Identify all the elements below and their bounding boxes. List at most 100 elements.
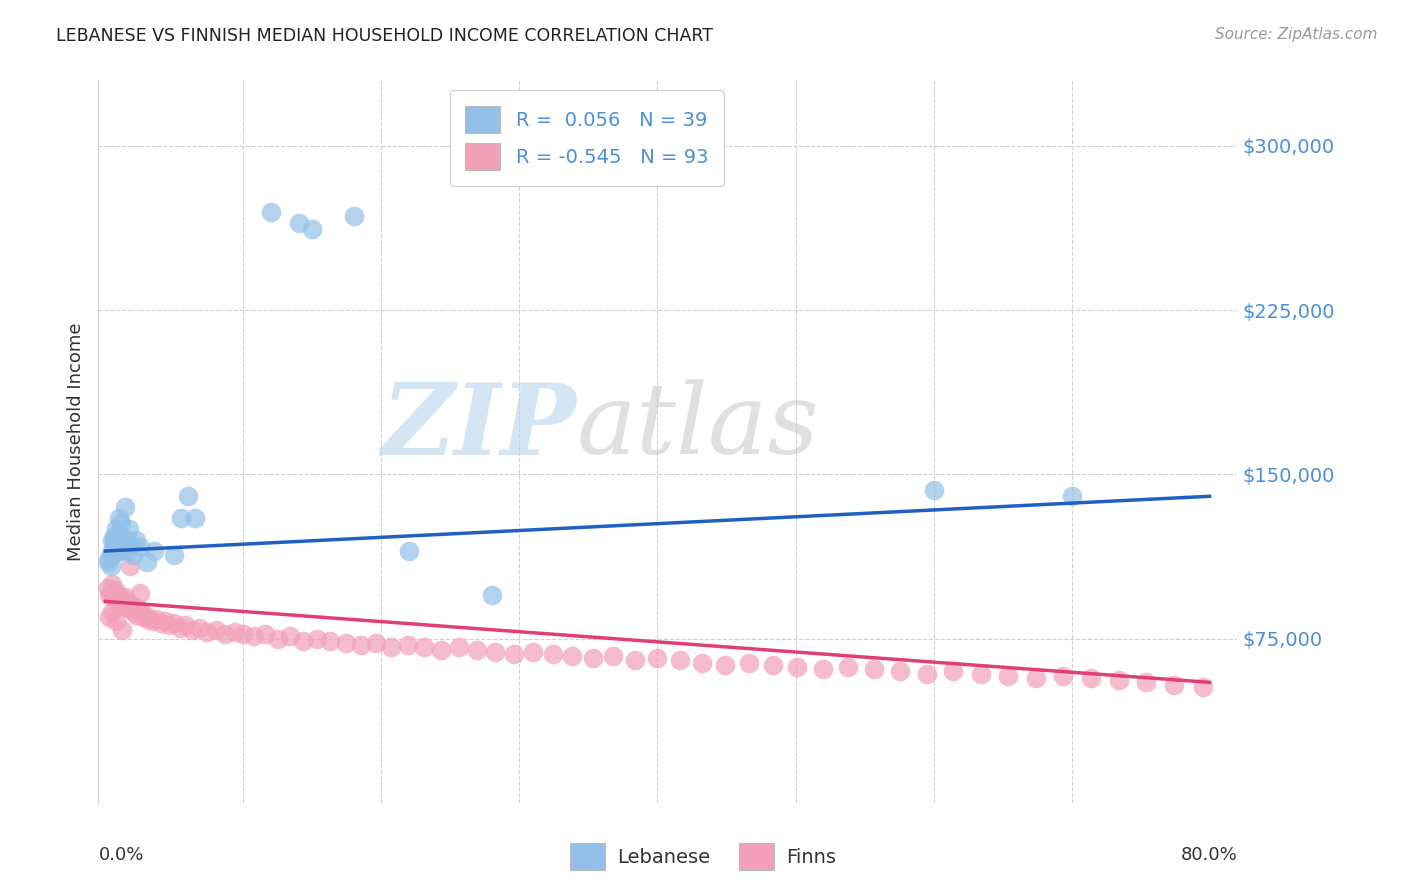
- Point: [97, 555, 120, 569]
- Point: [163, 616, 186, 631]
- Point: [157, 618, 180, 632]
- Point: [105, 541, 128, 556]
- Point: [118, 522, 141, 536]
- Point: [335, 636, 357, 650]
- Point: [481, 588, 503, 602]
- Point: [103, 529, 125, 543]
- Point: [122, 549, 145, 563]
- Point: [114, 590, 136, 604]
- Point: [429, 642, 451, 657]
- Point: [124, 605, 146, 619]
- Point: [465, 642, 488, 657]
- Point: [107, 537, 129, 551]
- Point: [413, 640, 436, 655]
- Point: [110, 516, 132, 530]
- Point: [1191, 680, 1213, 694]
- Point: [141, 614, 163, 628]
- Point: [581, 651, 603, 665]
- Point: [522, 645, 544, 659]
- Point: [128, 540, 150, 554]
- Point: [278, 629, 301, 643]
- Point: [120, 559, 142, 574]
- Point: [104, 583, 127, 598]
- Point: [1060, 489, 1083, 503]
- Point: [112, 599, 135, 613]
- Point: [503, 647, 526, 661]
- Text: atlas: atlas: [576, 379, 820, 475]
- Point: [101, 605, 124, 619]
- Point: [232, 627, 254, 641]
- Point: [120, 599, 142, 613]
- Point: [319, 633, 342, 648]
- Point: [149, 616, 172, 631]
- Text: Source: ZipAtlas.com: Source: ZipAtlas.com: [1215, 27, 1378, 42]
- Point: [105, 590, 128, 604]
- Point: [541, 647, 564, 661]
- Point: [1163, 677, 1185, 691]
- Point: [1025, 671, 1047, 685]
- Point: [105, 614, 128, 628]
- Point: [108, 511, 131, 525]
- Point: [174, 618, 197, 632]
- Point: [811, 662, 834, 676]
- Point: [111, 597, 134, 611]
- Point: [396, 638, 419, 652]
- Point: [969, 666, 991, 681]
- Legend: Lebanese, Finns: Lebanese, Finns: [562, 835, 844, 878]
- Point: [204, 623, 226, 637]
- Point: [131, 609, 153, 624]
- Point: [447, 640, 470, 655]
- Point: [111, 529, 134, 543]
- Point: [98, 588, 121, 602]
- Point: [117, 544, 139, 558]
- Point: [114, 500, 136, 515]
- Point: [181, 623, 204, 637]
- Point: [136, 612, 159, 626]
- Point: [121, 603, 143, 617]
- Point: [122, 599, 145, 613]
- Point: [561, 649, 583, 664]
- Point: [120, 537, 142, 551]
- Point: [98, 609, 121, 624]
- Point: [942, 665, 965, 679]
- Point: [107, 588, 129, 602]
- Point: [100, 559, 122, 574]
- Point: [737, 656, 759, 670]
- Point: [117, 597, 139, 611]
- Point: [224, 625, 246, 640]
- Point: [301, 222, 323, 236]
- Point: [184, 511, 207, 525]
- Point: [177, 489, 200, 503]
- Point: [343, 209, 366, 223]
- Point: [364, 636, 387, 650]
- Point: [762, 657, 785, 672]
- Point: [169, 621, 191, 635]
- Point: [291, 633, 314, 648]
- Point: [714, 657, 737, 672]
- Point: [104, 535, 127, 549]
- Point: [1052, 669, 1074, 683]
- Text: 0.0%: 0.0%: [98, 847, 143, 864]
- Point: [163, 549, 186, 563]
- Point: [690, 656, 713, 670]
- Point: [104, 546, 127, 560]
- Point: [668, 653, 690, 667]
- Point: [267, 632, 290, 646]
- Point: [305, 632, 328, 646]
- Legend: R =  0.056   N = 39, R = -0.545   N = 93: R = 0.056 N = 39, R = -0.545 N = 93: [450, 90, 724, 186]
- Point: [254, 627, 277, 641]
- Point: [889, 665, 911, 679]
- Point: [647, 651, 669, 665]
- Point: [115, 533, 138, 547]
- Point: [103, 592, 125, 607]
- Point: [484, 645, 506, 659]
- Point: [188, 621, 211, 635]
- Point: [115, 594, 138, 608]
- Point: [380, 640, 402, 655]
- Point: [112, 537, 135, 551]
- Point: [110, 592, 132, 607]
- Point: [108, 544, 131, 558]
- Point: [243, 629, 266, 643]
- Point: [105, 522, 128, 536]
- Point: [125, 607, 148, 622]
